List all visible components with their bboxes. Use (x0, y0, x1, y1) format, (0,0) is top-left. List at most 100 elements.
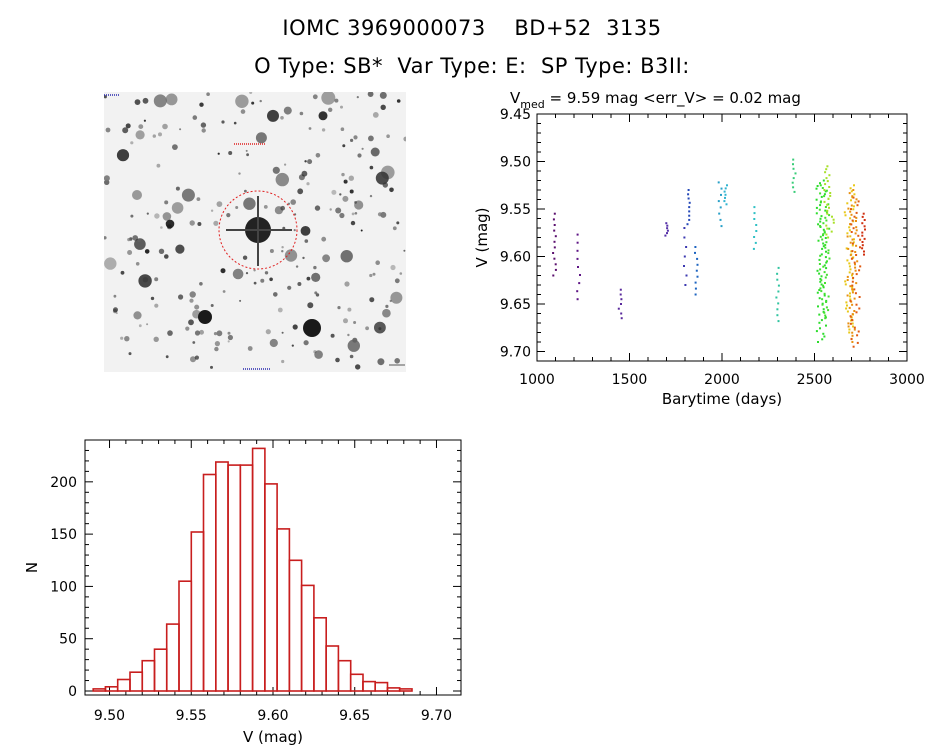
finder-star (135, 262, 140, 266)
lc-data-point (753, 212, 756, 215)
lc-data-point (819, 217, 822, 220)
histogram-bar (190, 531, 205, 692)
finder-star (242, 255, 248, 260)
lc-data-point (687, 193, 690, 196)
lc-data-point (576, 298, 579, 301)
histogram-bar (227, 464, 242, 692)
lc-data-point (852, 345, 855, 348)
lc-data-point (862, 212, 865, 215)
lc-data-point (832, 221, 835, 224)
histogram-plot: 9.50 9.55 9.60 9.65 9.70 0 50 100 150 200 V (mag) N (23, 439, 462, 746)
lc-data-point (852, 276, 855, 279)
lc-data-point (815, 212, 818, 215)
lc-data-point (695, 269, 698, 272)
finder-star (134, 238, 146, 250)
lc-data-point (855, 273, 858, 276)
lc-data-point (854, 266, 857, 269)
finder-star (210, 365, 213, 369)
lc-data-point (851, 238, 854, 241)
lc-data-point (863, 237, 866, 240)
finder-star (245, 149, 248, 152)
finder-star (217, 152, 220, 155)
histogram-bar (374, 681, 389, 692)
lc-data-point (753, 206, 756, 209)
finder-star (146, 323, 149, 326)
lc-data-point (553, 240, 556, 243)
finder-star (247, 346, 253, 351)
lc-data-point (818, 297, 821, 300)
lc-data-point (859, 238, 862, 241)
histogram-bar (276, 528, 291, 692)
lc-data-point (851, 322, 854, 325)
finder-star (216, 330, 223, 337)
lc-data-point (683, 255, 686, 258)
lc-data-point (822, 242, 825, 245)
finder-star (272, 166, 280, 174)
lc-data-point (777, 266, 780, 269)
finder-star (197, 222, 202, 226)
histogram-bar (337, 659, 352, 692)
lc-data-point (848, 271, 851, 274)
lc-data-point (777, 320, 780, 323)
hist-x-tick-label: 9.50 (94, 708, 125, 724)
lc-data-point (855, 226, 858, 229)
lc-data-point (851, 286, 854, 289)
finder-star (158, 132, 162, 137)
lc-data-point (754, 241, 757, 244)
finder-star (198, 310, 212, 324)
lc-data-point (792, 186, 795, 189)
lc-data-point (776, 308, 779, 311)
finder-star (314, 205, 321, 211)
lc-data-point (620, 303, 622, 305)
lc-x-tick-label: 1000 (519, 372, 555, 388)
lc-data-point (553, 212, 556, 215)
lc-data-point (851, 274, 853, 277)
finder-star (175, 244, 185, 254)
lc-data-point (819, 235, 822, 238)
lc-data-point (847, 247, 850, 250)
finder-star (152, 134, 156, 138)
lc-data-point (849, 254, 852, 257)
lc-data-point (828, 257, 831, 260)
finder-star (245, 272, 249, 275)
lc-data-point (849, 187, 852, 190)
lc-data-point (822, 308, 825, 311)
finder-star (394, 278, 400, 284)
finder-star (347, 333, 350, 337)
lc-data-point (851, 250, 854, 253)
finder-star (115, 312, 118, 315)
lc-data-point (820, 290, 823, 293)
lc-data-point (853, 328, 856, 331)
lc-data-point (576, 290, 579, 293)
lc-data-point (859, 265, 862, 268)
lc-data-point (827, 203, 830, 206)
lc-data-point (853, 193, 856, 196)
finder-star (263, 205, 268, 209)
finder-star (284, 163, 287, 166)
finder-star (235, 206, 239, 209)
finder-star (382, 308, 391, 318)
lc-data-point (846, 304, 848, 307)
finder-star (280, 205, 286, 211)
lc-data-point (685, 274, 688, 277)
lc-data-point (850, 213, 853, 216)
lc-data-point (858, 296, 861, 298)
finder-star (368, 135, 374, 142)
lc-data-point (817, 341, 819, 343)
lc-data-point (820, 283, 823, 286)
lc-data-point (848, 229, 851, 232)
finder-star (165, 93, 178, 106)
lc-data-point (576, 249, 579, 252)
lc-data-point (828, 214, 831, 217)
lc-x-tick-label: 2500 (797, 372, 833, 388)
lc-data-point (819, 278, 822, 280)
hist-x-tick-label: 9.60 (257, 708, 288, 724)
lc-data-point (820, 319, 823, 322)
lc-data-point (552, 252, 555, 254)
finder-star (392, 226, 397, 231)
finder-star (287, 202, 291, 205)
lc-data-point (850, 257, 853, 260)
finder-star (260, 278, 265, 283)
finder-star (175, 186, 180, 191)
lc-y-tick-label: 9.45 (500, 107, 531, 123)
